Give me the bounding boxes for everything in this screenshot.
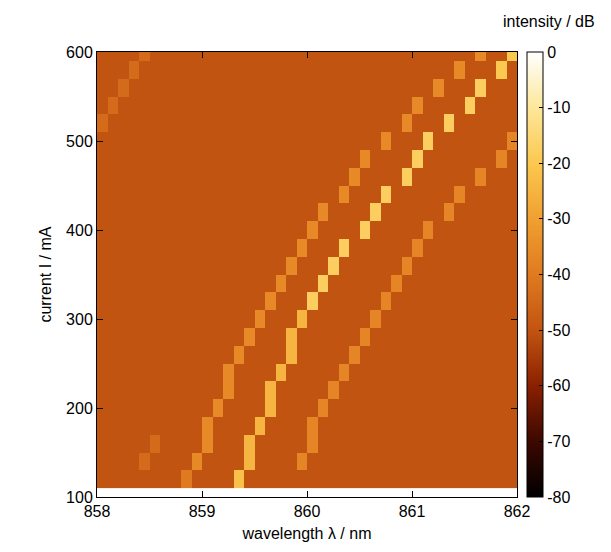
svg-text:500: 500	[66, 133, 93, 150]
svg-text:100: 100	[66, 489, 93, 506]
svg-text:-10: -10	[547, 99, 570, 116]
svg-text:-50: -50	[547, 322, 570, 339]
svg-text:858: 858	[84, 503, 111, 520]
svg-text:intensity / dB: intensity / dB	[503, 13, 595, 30]
svg-text:current I / mA: current I / mA	[37, 226, 54, 322]
svg-text:0: 0	[547, 44, 556, 61]
svg-text:861: 861	[399, 503, 426, 520]
svg-text:-40: -40	[547, 266, 570, 283]
svg-text:300: 300	[66, 311, 93, 328]
svg-text:400: 400	[66, 222, 93, 239]
svg-text:-60: -60	[547, 377, 570, 394]
svg-text:-70: -70	[547, 433, 570, 450]
svg-text:859: 859	[189, 503, 216, 520]
svg-text:862: 862	[504, 503, 531, 520]
svg-text:200: 200	[66, 400, 93, 417]
svg-text:-30: -30	[547, 210, 570, 227]
svg-text:860: 860	[294, 503, 321, 520]
svg-text:-80: -80	[547, 489, 570, 506]
svg-text:-20: -20	[547, 155, 570, 172]
svg-text:wavelength λ / nm: wavelength λ / nm	[242, 525, 372, 542]
svg-text:600: 600	[66, 44, 93, 61]
